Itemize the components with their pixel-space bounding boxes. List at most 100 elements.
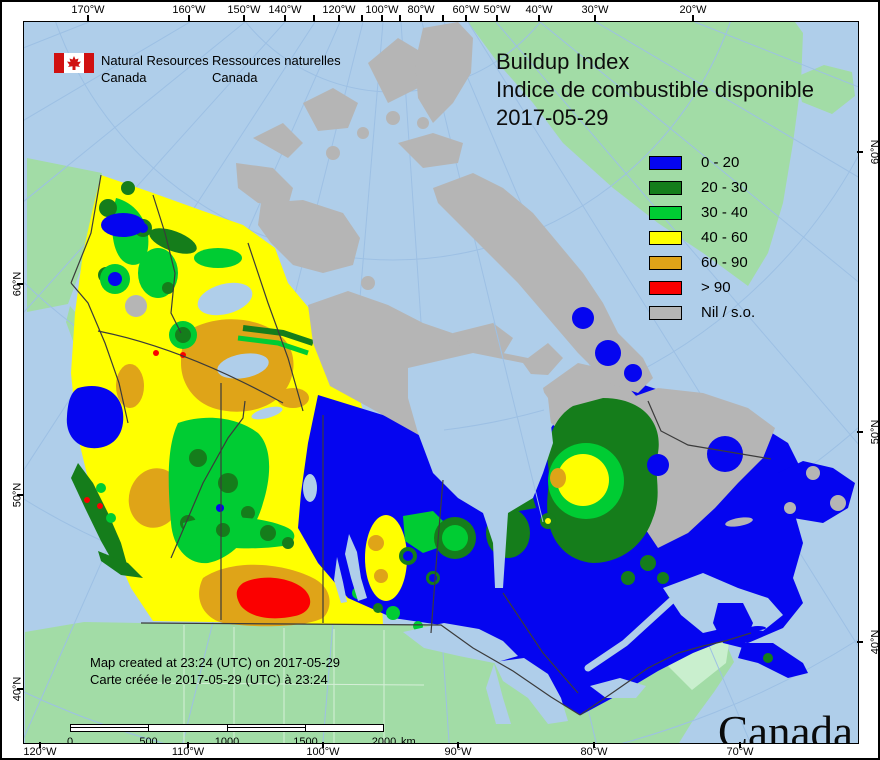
axis-tick: [17, 494, 23, 496]
legend-label: 30 - 40: [701, 204, 748, 221]
axis-tick: [739, 742, 741, 748]
legend-row: Nil / s.o.: [649, 300, 755, 325]
longitude-label-top: 160°W: [172, 4, 206, 16]
longitude-label-top: 60°W: [452, 4, 480, 16]
atlantic-canada: [713, 461, 855, 678]
longitude-label-bottom: 70°W: [726, 746, 754, 758]
longitude-label-top: 80°W: [407, 4, 435, 16]
legend-swatch: [649, 230, 682, 245]
title-en: Buildup Index: [496, 49, 630, 74]
map-title: Buildup Index Indice de combustible disp…: [496, 48, 814, 132]
legend-swatch: [649, 280, 682, 295]
scale-bar-tick-label: 500: [139, 736, 158, 744]
axis-tick: [243, 15, 245, 21]
axis-tick: [594, 15, 596, 21]
creation-note-fr: Carte créée le 2017-05-29 (UTC) à 23:24: [90, 672, 328, 687]
province-borders: [70, 174, 772, 716]
axis-tick: [313, 15, 315, 21]
us-state-lines: [140, 625, 425, 743]
canada-flag-icon: [54, 53, 94, 73]
legend-swatch: [649, 305, 682, 320]
axis-tick: [465, 15, 467, 21]
title-date: 2017-05-29: [496, 105, 609, 130]
title-fr: Indice de combustible disponible: [496, 77, 814, 102]
axis-tick: [857, 151, 863, 153]
axis-tick: [442, 15, 444, 21]
legend-swatch: [649, 205, 682, 220]
axis-tick: [692, 15, 694, 21]
legend-label: 40 - 60: [701, 229, 748, 246]
scale-bar-segment: [306, 725, 383, 731]
legend-row: 20 - 30: [649, 175, 755, 200]
arctic-islands: [236, 22, 653, 393]
longitude-label-top: 120°W: [322, 4, 356, 16]
scale-bar-tick-label: 1000: [214, 736, 240, 744]
scale-bar-tick-label: 0: [66, 736, 74, 744]
creation-note: Map created at 23:24 (UTC) on 2017-05-29…: [90, 654, 340, 688]
axis-tick: [87, 15, 89, 21]
legend-row: 0 - 20: [649, 150, 755, 175]
axis-tick: [420, 15, 422, 21]
scale-bar-segment: [149, 725, 228, 731]
axis-tick: [857, 641, 863, 643]
latitude-label-right: 40°N: [869, 629, 880, 655]
longitude-label-top: 30°W: [581, 4, 609, 16]
longitude-label-top: 150°W: [227, 4, 261, 16]
agency-name-fr: Ressources naturelles Canada: [212, 52, 341, 86]
map-canvas: Natural Resources Canada Ressources natu…: [23, 21, 859, 744]
scale-bar-tick-label: 1500: [293, 736, 318, 744]
agency-en-line1: Natural Resources: [101, 53, 209, 68]
longitude-label-top: 170°W: [71, 4, 105, 16]
longitude-label-bottom: 120°W: [23, 746, 57, 758]
legend-row: 40 - 60: [649, 225, 755, 250]
wordmark-text: Canada: [718, 707, 853, 744]
latitude-label-right: 60°N: [869, 139, 880, 165]
axis-tick: [496, 15, 498, 21]
legend-label: 20 - 30: [701, 179, 748, 196]
legend-swatch: [649, 155, 682, 170]
axis-tick: [857, 431, 863, 433]
axis-tick: [338, 15, 340, 21]
longitude-label-top: 20°W: [679, 4, 707, 16]
longitude-label-top: 50°W: [483, 4, 511, 16]
axis-tick: [361, 15, 363, 21]
scale-bar-segment: [227, 725, 306, 731]
axis-tick: [187, 742, 189, 748]
agency-fr-line2: Canada: [212, 70, 258, 85]
wordmark-flag-icon: [858, 708, 859, 717]
axis-tick: [188, 15, 190, 21]
hudson-bay: [408, 353, 553, 588]
lake-superior: [403, 623, 518, 663]
legend-swatch: [649, 180, 682, 195]
longitude-label-bottom: 110°W: [171, 746, 205, 758]
legend-swatch: [649, 255, 682, 270]
canada-bui-map: [24, 22, 858, 743]
legend: 0 - 20 20 - 30 30 - 40 40 - 60 60 - 90 >…: [649, 150, 755, 325]
scale-bar: 0 500 1000 1500 2000 km: [66, 724, 430, 744]
legend-label: Nil / s.o.: [701, 304, 756, 321]
scale-bar-graphic: [70, 724, 384, 732]
axis-tick: [17, 283, 23, 285]
legend-label: 60 - 90: [701, 254, 748, 271]
axis-tick: [457, 742, 459, 748]
latitude-label-right: 50°N: [869, 419, 880, 445]
scale-bar-unit: km: [401, 736, 416, 744]
agency-en-line2: Canada: [101, 70, 147, 85]
axis-tick: [322, 742, 324, 748]
longitude-label-top: 100°W: [365, 4, 399, 16]
axis-tick: [538, 15, 540, 21]
axis-tick: [284, 15, 286, 21]
longitude-label-bottom: 100°W: [306, 746, 340, 758]
creation-note-en: Map created at 23:24 (UTC) on 2017-05-29: [90, 655, 341, 670]
axis-tick: [399, 15, 401, 21]
agency-name-en: Natural Resources Canada: [101, 52, 209, 86]
legend-label: 0 - 20: [701, 154, 740, 171]
axis-tick: [381, 15, 383, 21]
axis-tick: [39, 742, 41, 748]
legend-row: 30 - 40: [649, 200, 755, 225]
longitude-label-bottom: 80°W: [580, 746, 608, 758]
agency-fr-line1: Ressources naturelles: [212, 53, 341, 68]
legend-row: > 90: [649, 275, 755, 300]
legend-label: > 90: [701, 279, 731, 296]
